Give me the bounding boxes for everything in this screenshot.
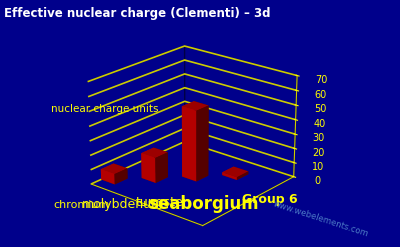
Text: Effective nuclear charge (Clementi) – 3d: Effective nuclear charge (Clementi) – 3d: [4, 7, 270, 21]
Text: www.webelements.com: www.webelements.com: [272, 200, 370, 239]
